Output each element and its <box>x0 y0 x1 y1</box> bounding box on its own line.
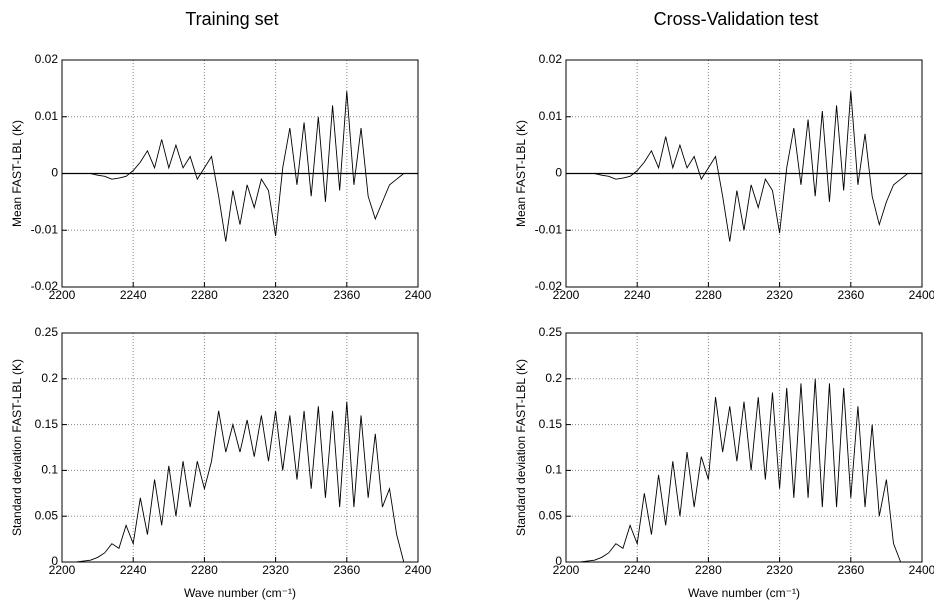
x-tick-label: 2320 <box>262 563 289 577</box>
line <box>566 378 902 563</box>
x-tick-label: 2240 <box>120 288 147 302</box>
y-tick-label: -0.02 <box>535 279 563 293</box>
x-tick-label: 2400 <box>909 563 934 577</box>
x-tick-label: 2200 <box>553 563 580 577</box>
y-tick-label: 0.05 <box>35 508 59 522</box>
y-tick-label: 0.2 <box>41 371 58 385</box>
y-tick-label: 0.01 <box>35 109 59 123</box>
x-tick-label: 2400 <box>405 288 432 302</box>
x-tick-label: 2280 <box>695 288 722 302</box>
axes-frame <box>565 59 923 288</box>
y-tick-label: 0.02 <box>539 52 563 66</box>
y-tick-label: 0.1 <box>545 463 562 477</box>
y-tick-label: 0 <box>51 166 58 180</box>
chart-title: Training set <box>185 9 278 29</box>
x-tick-label: 2320 <box>262 288 289 302</box>
x-axis-label: Wave number (cm⁻¹) <box>184 586 296 600</box>
y-axis-label: Standard deviation FAST-LBL (K) <box>514 359 528 536</box>
x-tick-label: 2360 <box>333 288 360 302</box>
y-tick-label: 0 <box>51 554 58 568</box>
x-tick-label: 2200 <box>49 288 76 302</box>
y-axis-label: Mean FAST-LBL (K) <box>514 120 528 227</box>
x-axis-label: Wave number (cm⁻¹) <box>688 586 800 600</box>
y-axis-label: Mean FAST-LBL (K) <box>10 120 24 227</box>
x-tick-label: 2320 <box>766 288 793 302</box>
x-tick-label: 2280 <box>191 563 218 577</box>
y-tick-label: 0.15 <box>539 417 563 431</box>
x-tick-label: 2240 <box>624 288 651 302</box>
x-tick-label: 2400 <box>909 288 934 302</box>
y-tick-label: 0 <box>555 166 562 180</box>
y-tick-label: 0.01 <box>539 109 563 123</box>
y-tick-label: 0.05 <box>539 508 563 522</box>
y-tick-label: 0.2 <box>545 371 562 385</box>
line <box>62 401 405 563</box>
x-tick-label: 2200 <box>49 563 76 577</box>
x-tick-label: 2360 <box>837 563 864 577</box>
y-tick-label: -0.02 <box>31 279 59 293</box>
line <box>62 91 405 242</box>
chart-title: Cross-Validation test <box>654 9 819 29</box>
x-tick-label: 2240 <box>624 563 651 577</box>
y-tick-label: 0.25 <box>539 325 563 339</box>
axes-frame <box>565 332 923 563</box>
x-tick-label: 2200 <box>553 288 580 302</box>
plot-area <box>62 333 418 562</box>
x-tick-label: 2400 <box>405 563 432 577</box>
y-axis-label: Standard deviation FAST-LBL (K) <box>10 359 24 536</box>
axes-frame <box>61 59 419 288</box>
y-tick-label: 0.25 <box>35 325 59 339</box>
y-tick-label: -0.01 <box>31 222 59 236</box>
x-tick-label: 2360 <box>333 563 360 577</box>
x-tick-label: 2280 <box>695 563 722 577</box>
axes-frame <box>61 332 419 563</box>
x-tick-label: 2320 <box>766 563 793 577</box>
y-tick-label: 0.15 <box>35 417 59 431</box>
y-tick-label: 0 <box>555 554 562 568</box>
y-tick-label: -0.01 <box>535 222 563 236</box>
x-tick-label: 2280 <box>191 288 218 302</box>
y-tick-label: 0.1 <box>41 463 58 477</box>
y-tick-label: 0.02 <box>35 52 59 66</box>
x-tick-label: 2240 <box>120 563 147 577</box>
x-tick-label: 2360 <box>837 288 864 302</box>
plot-area <box>566 333 922 562</box>
line <box>566 91 909 242</box>
